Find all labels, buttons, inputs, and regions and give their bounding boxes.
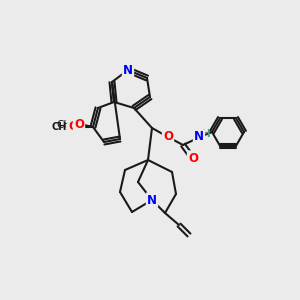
Text: H: H bbox=[202, 129, 210, 139]
Text: N: N bbox=[194, 130, 204, 143]
Text: CH₃: CH₃ bbox=[56, 120, 76, 130]
Text: O: O bbox=[68, 121, 78, 134]
Text: O: O bbox=[74, 118, 84, 131]
Text: CH₃: CH₃ bbox=[51, 122, 71, 132]
Text: O: O bbox=[163, 130, 173, 143]
Text: N: N bbox=[123, 64, 133, 76]
Text: O: O bbox=[188, 152, 198, 164]
Text: N: N bbox=[147, 194, 157, 206]
